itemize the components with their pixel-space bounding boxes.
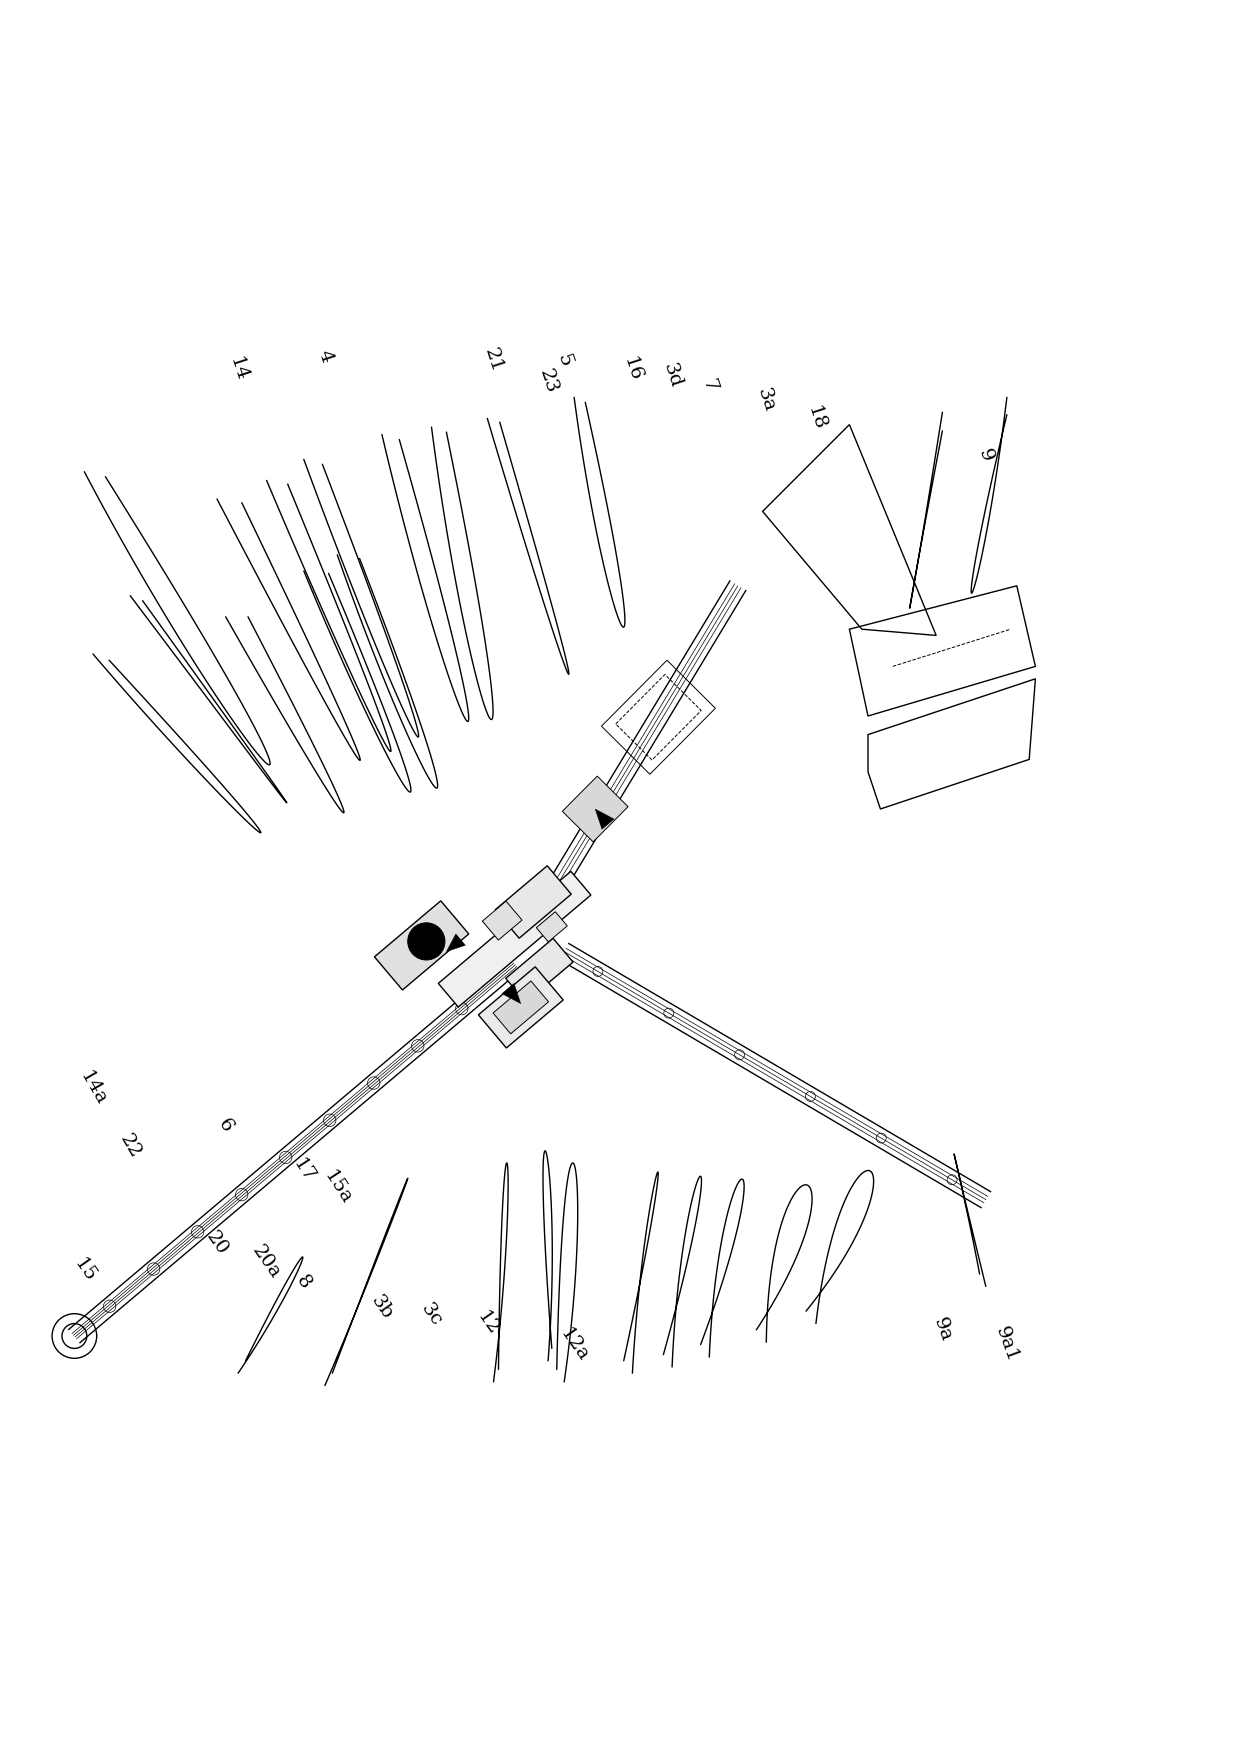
- Text: 23: 23: [536, 366, 560, 395]
- Text: 16: 16: [620, 354, 645, 383]
- Text: 9: 9: [976, 448, 996, 465]
- Text: 18: 18: [804, 404, 828, 434]
- Text: 22: 22: [117, 1131, 144, 1162]
- Polygon shape: [446, 934, 465, 951]
- Text: 12a: 12a: [557, 1324, 591, 1364]
- Text: 3b: 3b: [367, 1293, 397, 1322]
- Text: 20a: 20a: [249, 1242, 284, 1282]
- Polygon shape: [482, 901, 522, 941]
- Text: 6: 6: [215, 1115, 237, 1136]
- Text: 15: 15: [69, 1254, 99, 1286]
- Polygon shape: [494, 981, 548, 1033]
- Text: 7: 7: [699, 376, 719, 394]
- Text: 4: 4: [315, 348, 335, 366]
- Text: 14: 14: [226, 354, 250, 383]
- Text: 20: 20: [202, 1228, 232, 1258]
- Text: 9a: 9a: [930, 1315, 955, 1345]
- Polygon shape: [502, 984, 521, 1003]
- Polygon shape: [562, 777, 629, 841]
- Text: 15a: 15a: [320, 1167, 355, 1207]
- Polygon shape: [537, 911, 567, 942]
- Polygon shape: [438, 871, 591, 1007]
- Text: 14a: 14a: [76, 1068, 110, 1108]
- Text: 3a: 3a: [754, 385, 779, 415]
- Text: 3c: 3c: [418, 1300, 445, 1329]
- Text: 12: 12: [472, 1308, 502, 1340]
- Polygon shape: [595, 808, 614, 829]
- Text: 21: 21: [481, 345, 506, 375]
- Text: 17: 17: [289, 1155, 319, 1186]
- Text: 5: 5: [554, 352, 574, 369]
- Text: 9a1: 9a1: [992, 1324, 1022, 1366]
- Polygon shape: [506, 939, 573, 1002]
- Polygon shape: [495, 866, 572, 939]
- Polygon shape: [479, 967, 563, 1049]
- Polygon shape: [374, 901, 469, 989]
- Circle shape: [408, 923, 445, 960]
- Text: 8: 8: [293, 1272, 315, 1293]
- Text: 3d: 3d: [660, 361, 684, 390]
